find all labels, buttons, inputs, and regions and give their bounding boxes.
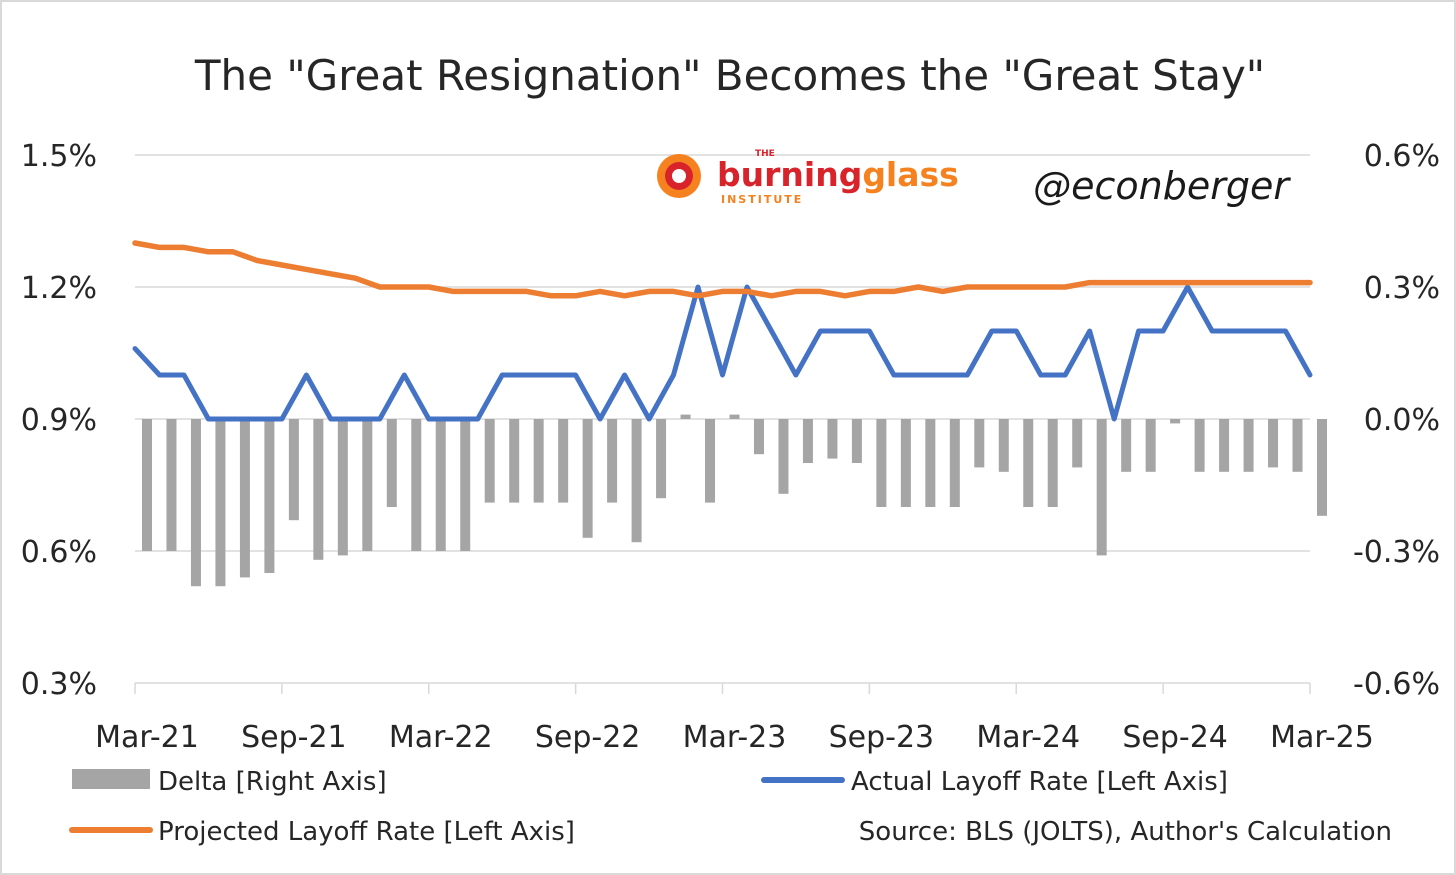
logo-small-text: THE xyxy=(755,149,775,159)
y-left-tick-label: 1.5% xyxy=(21,139,97,174)
chart-title: The "Great Resignation" Becomes the "Gre… xyxy=(194,51,1265,100)
delta-bar xyxy=(337,419,348,556)
delta-bar xyxy=(1268,419,1279,468)
delta-bar xyxy=(1292,419,1303,472)
x-tick-label: Mar-21 xyxy=(95,720,199,755)
y-right-tick-label: 0.3% xyxy=(1364,271,1440,306)
delta-bar xyxy=(1219,419,1230,472)
x-tick-label: Mar-24 xyxy=(976,720,1080,755)
delta-bar xyxy=(533,419,544,503)
delta-bar xyxy=(435,419,446,551)
delta-bar xyxy=(215,419,226,587)
delta-bar xyxy=(778,419,789,494)
delta-bar xyxy=(876,419,887,507)
delta-bar xyxy=(142,419,152,551)
delta-bar xyxy=(851,419,862,463)
logo-word-glass: glass xyxy=(862,155,959,194)
legend-label-delta: Delta [Right Axis] xyxy=(158,767,387,797)
source-note: Source: BLS (JOLTS), Author's Calculatio… xyxy=(859,817,1392,847)
burning-glass-logo: THE burningglass INSTITUTE xyxy=(657,149,959,206)
delta-bar xyxy=(705,419,716,503)
logo-wordmark: burningglass xyxy=(717,155,959,194)
delta-bar xyxy=(1194,419,1205,472)
projected-layoff-rate-line xyxy=(132,240,1313,299)
burning-glass-sun-icon xyxy=(657,154,701,198)
delta-bar xyxy=(631,419,642,543)
delta-bar xyxy=(729,414,740,419)
y-left-tick-label: 0.6% xyxy=(21,535,97,570)
delta-bar xyxy=(974,419,985,468)
y-right-tick-label: -0.6% xyxy=(1353,667,1440,702)
delta-bar xyxy=(1145,419,1156,472)
delta-bar xyxy=(460,419,471,551)
delta-bar xyxy=(656,419,667,499)
legend-label-projected: Projected Layoff Rate [Left Axis] xyxy=(158,817,575,847)
y-left-tick-label: 1.2% xyxy=(21,271,97,306)
x-tick-label: Sep-24 xyxy=(1122,720,1228,755)
x-tick-label: Sep-23 xyxy=(829,720,935,755)
y-right-tick-label: 0.6% xyxy=(1364,139,1440,174)
axes: 0.3% -0.6% 0.6% -0.3% 0.9% 0.0% 1.2% 0.3% 1.5% 0.… xyxy=(21,139,1440,755)
delta-bar xyxy=(998,419,1009,472)
delta-bar xyxy=(484,419,495,503)
delta-bar xyxy=(386,419,397,507)
delta-bar xyxy=(1072,419,1083,468)
legend: Delta [Right Axis] Actual Layoff Rate [Le… xyxy=(69,767,1228,847)
delta-bar xyxy=(509,419,520,503)
line-series xyxy=(132,240,1313,422)
logo-word-burning: burning xyxy=(717,155,862,194)
y-left-tick-label: 0.3% xyxy=(21,667,97,702)
logo-sub-text: INSTITUTE xyxy=(721,193,803,206)
delta-bar xyxy=(239,419,250,578)
y-right-tick-label: -0.3% xyxy=(1353,535,1440,570)
delta-bar xyxy=(1047,419,1058,507)
delta-bar xyxy=(925,419,936,507)
delta-bar xyxy=(802,419,813,463)
x-tick-label: Sep-22 xyxy=(535,720,641,755)
delta-bar xyxy=(1317,419,1327,516)
delta-bar xyxy=(362,419,373,551)
y-right-tick-label: 0.0% xyxy=(1364,403,1440,438)
x-tick-label: Mar-23 xyxy=(683,720,787,755)
actual-layoff-rate-line xyxy=(132,284,1313,422)
delta-bars xyxy=(142,414,1327,587)
delta-bar xyxy=(680,414,691,419)
delta-bar xyxy=(1170,419,1181,424)
x-tick-label: Sep-21 xyxy=(241,720,347,755)
delta-bar xyxy=(1023,419,1034,507)
delta-bar xyxy=(949,419,960,507)
delta-bar xyxy=(313,419,324,560)
legend-swatch-delta xyxy=(72,769,150,789)
delta-bar xyxy=(753,419,764,455)
legend-label-actual: Actual Layoff Rate [Left Axis] xyxy=(851,767,1228,797)
x-tick-label: Mar-22 xyxy=(389,720,493,755)
delta-bar xyxy=(582,419,593,538)
y-left-tick-label: 0.9% xyxy=(21,403,97,438)
delta-bar xyxy=(1243,419,1254,472)
delta-bar xyxy=(166,419,177,551)
delta-bar xyxy=(607,419,618,503)
delta-bar xyxy=(1121,419,1132,472)
delta-bar xyxy=(288,419,299,521)
author-watermark: @econberger xyxy=(1033,164,1291,208)
delta-bar xyxy=(827,419,838,459)
delta-bar xyxy=(411,419,422,551)
x-tick-label: Mar-25 xyxy=(1270,720,1374,755)
delta-bar xyxy=(264,419,275,573)
delta-bar xyxy=(1096,419,1107,556)
delta-bar xyxy=(190,419,201,587)
delta-bar xyxy=(558,419,569,503)
delta-bar xyxy=(900,419,911,507)
